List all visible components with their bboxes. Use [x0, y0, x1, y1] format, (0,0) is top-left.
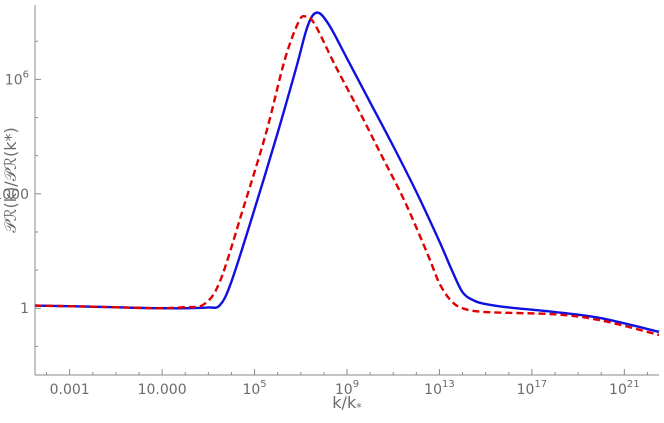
- series-layer: [34, 11, 660, 337]
- y-tick-label: 1: [20, 301, 29, 317]
- series-line-red-dashed: [34, 14, 660, 337]
- y-tick-label: 106: [5, 69, 29, 88]
- x-tick-label: 10.000: [138, 382, 187, 398]
- x-tick-label: 1013: [424, 379, 455, 398]
- x-axis-title: k/k*: [332, 393, 362, 414]
- y-axis-title: 𝒫ℛ(k)/𝒫ℛ(k*): [1, 127, 20, 233]
- x-tick-label: 1017: [517, 379, 548, 398]
- x-tick-label: 1021: [609, 379, 640, 398]
- ticks: [35, 40, 648, 375]
- x-tick-label: 109: [335, 379, 359, 398]
- series-line-blue-solid: [34, 11, 660, 334]
- x-tick-label: 0.001: [50, 382, 90, 398]
- x-tick-label: 105: [242, 379, 266, 398]
